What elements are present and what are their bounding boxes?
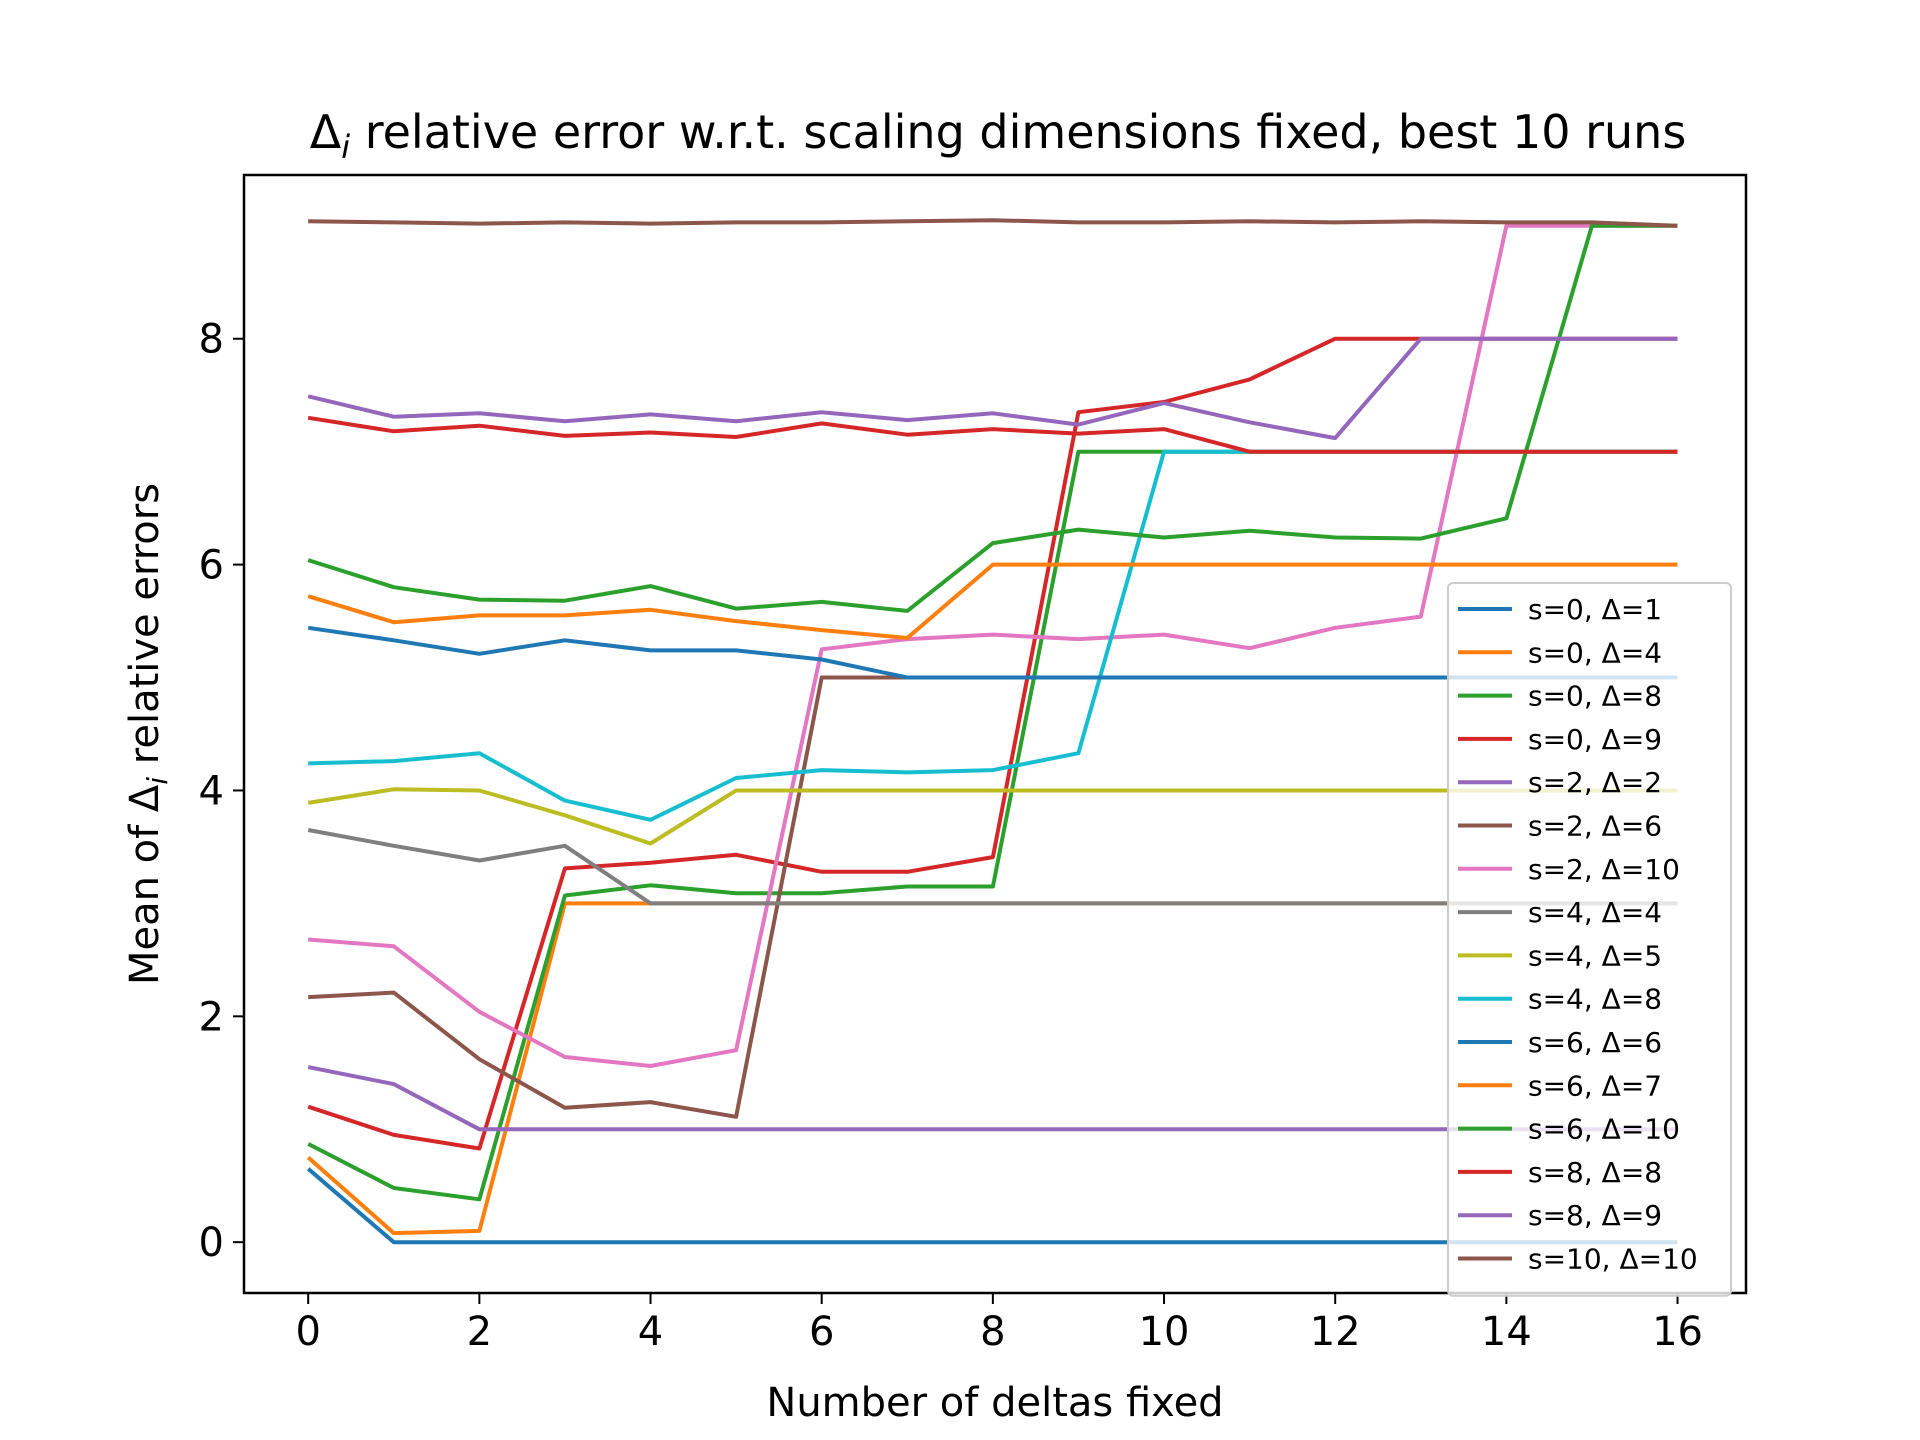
y-tick-label: 8	[199, 317, 224, 363]
legend-label: s=4, Δ=5	[1528, 939, 1662, 972]
plot-frame	[242, 173, 1748, 1295]
series-line-13	[307, 415, 1678, 454]
series-line-14	[307, 336, 1678, 441]
plot-lines	[306, 218, 1678, 1245]
legend-label: s=4, Δ=4	[1528, 896, 1662, 929]
series-line-12	[307, 223, 1678, 613]
x-axis-label: Number of deltas fixed	[766, 1380, 1223, 1426]
y-tick-label: 4	[199, 768, 224, 814]
legend-label: s=0, Δ=9	[1528, 723, 1662, 756]
x-tick-label: 12	[1310, 1309, 1361, 1355]
x-tick-label: 2	[467, 1309, 492, 1355]
series-line-11	[307, 562, 1678, 640]
legend-box	[1447, 582, 1732, 1297]
y-tick-label: 0	[199, 1220, 224, 1266]
legend-label: s=0, Δ=1	[1528, 593, 1662, 626]
y-tick-label: 6	[199, 543, 224, 589]
legend-label: s=10, Δ=10	[1528, 1243, 1698, 1276]
legend-label: s=8, Δ=8	[1528, 1156, 1662, 1189]
x-tick-label: 10	[1139, 1309, 1190, 1355]
chart-title: Δi relative error w.r.t. scaling dimensi…	[310, 105, 1687, 166]
legend-label: s=6, Δ=7	[1528, 1069, 1662, 1102]
x-tick-label: 4	[638, 1309, 663, 1355]
legend-label: s=6, Δ=10	[1528, 1113, 1680, 1146]
legend-label: s=4, Δ=8	[1528, 983, 1662, 1016]
series-line-15	[308, 218, 1678, 228]
legend-label: s=0, Δ=8	[1528, 680, 1662, 713]
series-line-6	[308, 223, 1678, 1068]
legend-label: s=0, Δ=4	[1528, 636, 1662, 669]
x-tick-label: 16	[1652, 1309, 1703, 1355]
legend-label: s=8, Δ=9	[1528, 1199, 1662, 1232]
x-tick-label: 8	[980, 1309, 1005, 1355]
legend-label: s=2, Δ=10	[1528, 853, 1680, 886]
x-axis-ticks: 0 2 4 6 8 10 12 14 16	[295, 1293, 1703, 1355]
y-tick-label: 2	[199, 994, 224, 1040]
y-axis-label: Mean of Δi relative errors	[122, 483, 174, 985]
y-axis-ticks: 0 2 4 6 8	[199, 317, 244, 1266]
x-tick-label: 6	[809, 1309, 834, 1355]
x-tick-label: 14	[1481, 1309, 1532, 1355]
legend: s=0, Δ=1 s=0, Δ=4 s=0, Δ=8 s=0, Δ=9 s=2, Δ=2…	[1447, 582, 1732, 1297]
legend-label: s=2, Δ=6	[1528, 810, 1662, 843]
legend-label: s=2, Δ=2	[1528, 766, 1662, 799]
x-tick-label: 0	[295, 1309, 320, 1355]
legend-label: s=6, Δ=6	[1528, 1026, 1662, 1059]
